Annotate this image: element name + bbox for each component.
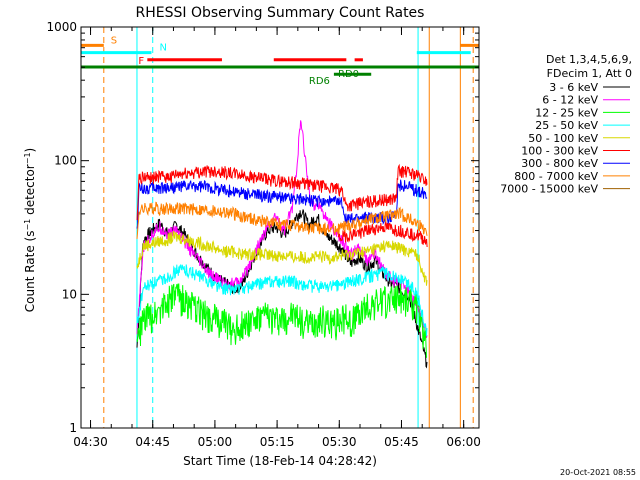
series-line [136, 209, 428, 369]
plot-area: SNFRD0RD6 [81, 27, 479, 428]
y-tick-label: 1000 [46, 20, 77, 34]
x-axis-label: Start Time (18-Feb-14 04:28:42) [183, 454, 377, 468]
x-tick-label: 05:00 [198, 435, 233, 449]
x-tick-label: 05:30 [322, 435, 357, 449]
y-axis-label: Count Rate (s−1 detector−1) [23, 148, 38, 312]
generation-timestamp: 20-Oct-2021 08:55 [560, 468, 636, 477]
x-tick-label: 05:45 [384, 435, 419, 449]
legend-entry: 3 - 6 keV [549, 81, 598, 94]
legend-entry: 50 - 100 keV [528, 132, 598, 145]
y-tick-label: 1 [69, 421, 77, 435]
series-line [136, 230, 428, 286]
legend-entry: 7000 - 15000 keV [500, 183, 598, 196]
legend-entry: 25 - 50 keV [535, 119, 598, 132]
chart-title: RHESSI Observing Summary Count Rates [136, 5, 425, 21]
x-tick-label: 04:30 [73, 435, 108, 449]
series-line [136, 120, 428, 338]
plot-frame [80, 26, 480, 429]
series-line [337, 219, 428, 248]
flag-label: F [138, 56, 144, 67]
y-tick-label: 100 [54, 154, 77, 168]
flag-label: S [111, 35, 117, 46]
legend-entry: 6 - 12 keV [542, 94, 598, 107]
y-tick-label: 10 [62, 287, 77, 301]
x-tick-label: 04:45 [135, 435, 170, 449]
series-line [136, 282, 428, 358]
series-line [136, 163, 428, 221]
legend-entry: 300 - 800 keV [521, 157, 598, 170]
x-axis-ticks: 04:30 04:45 05:00 05:15 05:30 05:45 06:00 [73, 27, 481, 449]
y-axis-ticks: 1 10 100 1000 [46, 20, 479, 435]
legend: Det 1,3,4,5,6,9, FDecim 1, Att 0 3 - 6 k… [500, 53, 632, 196]
legend-header-line-2: FDecim 1, Att 0 [547, 67, 632, 80]
legend-header-line-1: Det 1,3,4,5,6,9, [546, 53, 632, 66]
series-line [136, 201, 428, 239]
x-tick-label: 05:15 [260, 435, 295, 449]
x-tick-label: 06:00 [446, 435, 481, 449]
legend-entry: 100 - 300 keV [521, 145, 598, 158]
legend-entry: 12 - 25 keV [535, 106, 598, 119]
series-line [136, 264, 428, 337]
flag-label: RD6 [309, 76, 330, 87]
legend-entry: 800 - 7000 keV [514, 170, 598, 183]
flag-label: N [159, 43, 166, 54]
